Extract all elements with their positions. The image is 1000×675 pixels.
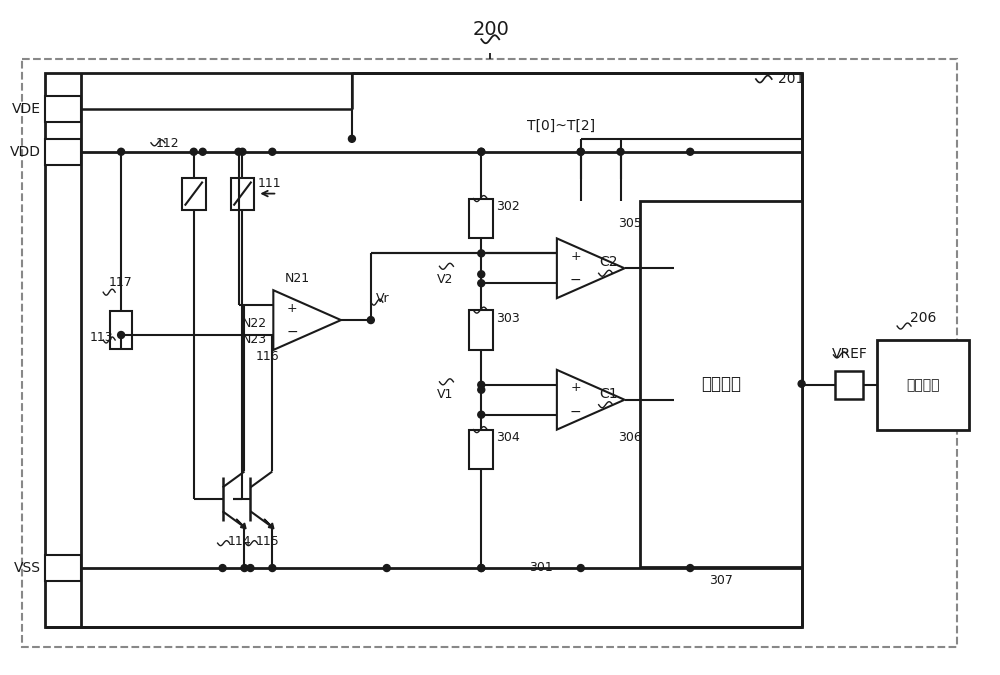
Bar: [22, 59, 957, 647]
Text: 302: 302: [496, 200, 520, 213]
Circle shape: [478, 148, 485, 155]
Bar: [45, 73, 802, 627]
Circle shape: [577, 564, 584, 572]
Bar: [877, 340, 969, 429]
Text: 114: 114: [228, 535, 251, 547]
Circle shape: [348, 135, 355, 142]
Text: 201: 201: [778, 72, 804, 86]
Circle shape: [269, 148, 276, 155]
Text: C1: C1: [599, 387, 618, 401]
Bar: [835, 371, 863, 399]
Text: −: −: [286, 325, 298, 339]
Text: VSS: VSS: [14, 561, 41, 575]
Text: N21: N21: [285, 272, 310, 285]
Circle shape: [478, 279, 485, 287]
Text: VDD: VDD: [10, 144, 41, 159]
Text: 200: 200: [473, 20, 510, 38]
Bar: [182, 178, 206, 209]
Circle shape: [687, 148, 694, 155]
Circle shape: [478, 411, 485, 418]
Text: −: −: [570, 405, 582, 418]
FancyArrow shape: [236, 519, 246, 529]
Text: 305: 305: [619, 217, 642, 230]
Text: 304: 304: [496, 431, 520, 444]
Circle shape: [478, 148, 485, 155]
Circle shape: [798, 380, 805, 387]
Circle shape: [247, 564, 254, 572]
Text: C2: C2: [599, 255, 618, 269]
Text: +: +: [287, 302, 298, 315]
Circle shape: [617, 148, 624, 155]
Bar: [45, 139, 81, 165]
Text: −: −: [570, 273, 582, 288]
Text: 306: 306: [619, 431, 642, 444]
Text: 301: 301: [529, 560, 553, 574]
Circle shape: [190, 148, 197, 155]
Circle shape: [199, 148, 206, 155]
Text: T[0]~T[2]: T[0]~T[2]: [527, 119, 595, 133]
Bar: [110, 311, 132, 349]
Bar: [45, 96, 81, 122]
Text: 307: 307: [709, 574, 733, 587]
Circle shape: [118, 331, 125, 338]
Circle shape: [219, 564, 226, 572]
Text: 117: 117: [108, 275, 132, 289]
Text: N23: N23: [241, 333, 267, 346]
Circle shape: [118, 148, 125, 155]
Circle shape: [577, 148, 584, 155]
Bar: [420, 179, 698, 557]
Text: V2: V2: [437, 273, 453, 286]
Circle shape: [478, 271, 485, 277]
Circle shape: [478, 250, 485, 256]
Circle shape: [239, 148, 246, 155]
Text: Vr: Vr: [376, 292, 389, 304]
Circle shape: [687, 564, 694, 572]
Text: 303: 303: [496, 312, 520, 325]
Circle shape: [577, 148, 584, 155]
Text: 116: 116: [255, 350, 279, 363]
Circle shape: [235, 148, 242, 155]
Bar: [469, 198, 493, 238]
Circle shape: [478, 381, 485, 388]
Circle shape: [269, 564, 276, 572]
Circle shape: [478, 564, 485, 572]
Circle shape: [383, 564, 390, 572]
Circle shape: [367, 317, 374, 323]
Circle shape: [478, 564, 485, 572]
Text: +: +: [571, 250, 581, 263]
Text: 112: 112: [156, 137, 180, 151]
Bar: [45, 555, 81, 581]
Text: 206: 206: [910, 311, 936, 325]
Text: VDE: VDE: [12, 102, 41, 116]
Text: 后级电路: 后级电路: [906, 378, 940, 392]
Text: 115: 115: [255, 535, 279, 547]
Text: +: +: [571, 381, 581, 394]
Text: 111: 111: [257, 177, 281, 190]
Text: V1: V1: [437, 388, 453, 401]
Text: VREF: VREF: [831, 347, 867, 361]
Text: 113: 113: [90, 331, 113, 344]
Bar: [151, 148, 302, 259]
Circle shape: [478, 386, 485, 394]
Bar: [469, 310, 493, 350]
Bar: [231, 178, 254, 209]
FancyArrow shape: [264, 519, 274, 529]
Text: N22: N22: [241, 317, 267, 329]
Circle shape: [241, 564, 248, 572]
Bar: [469, 429, 493, 469]
Bar: [640, 200, 802, 567]
Text: 逻辑电路: 逻辑电路: [701, 375, 741, 393]
